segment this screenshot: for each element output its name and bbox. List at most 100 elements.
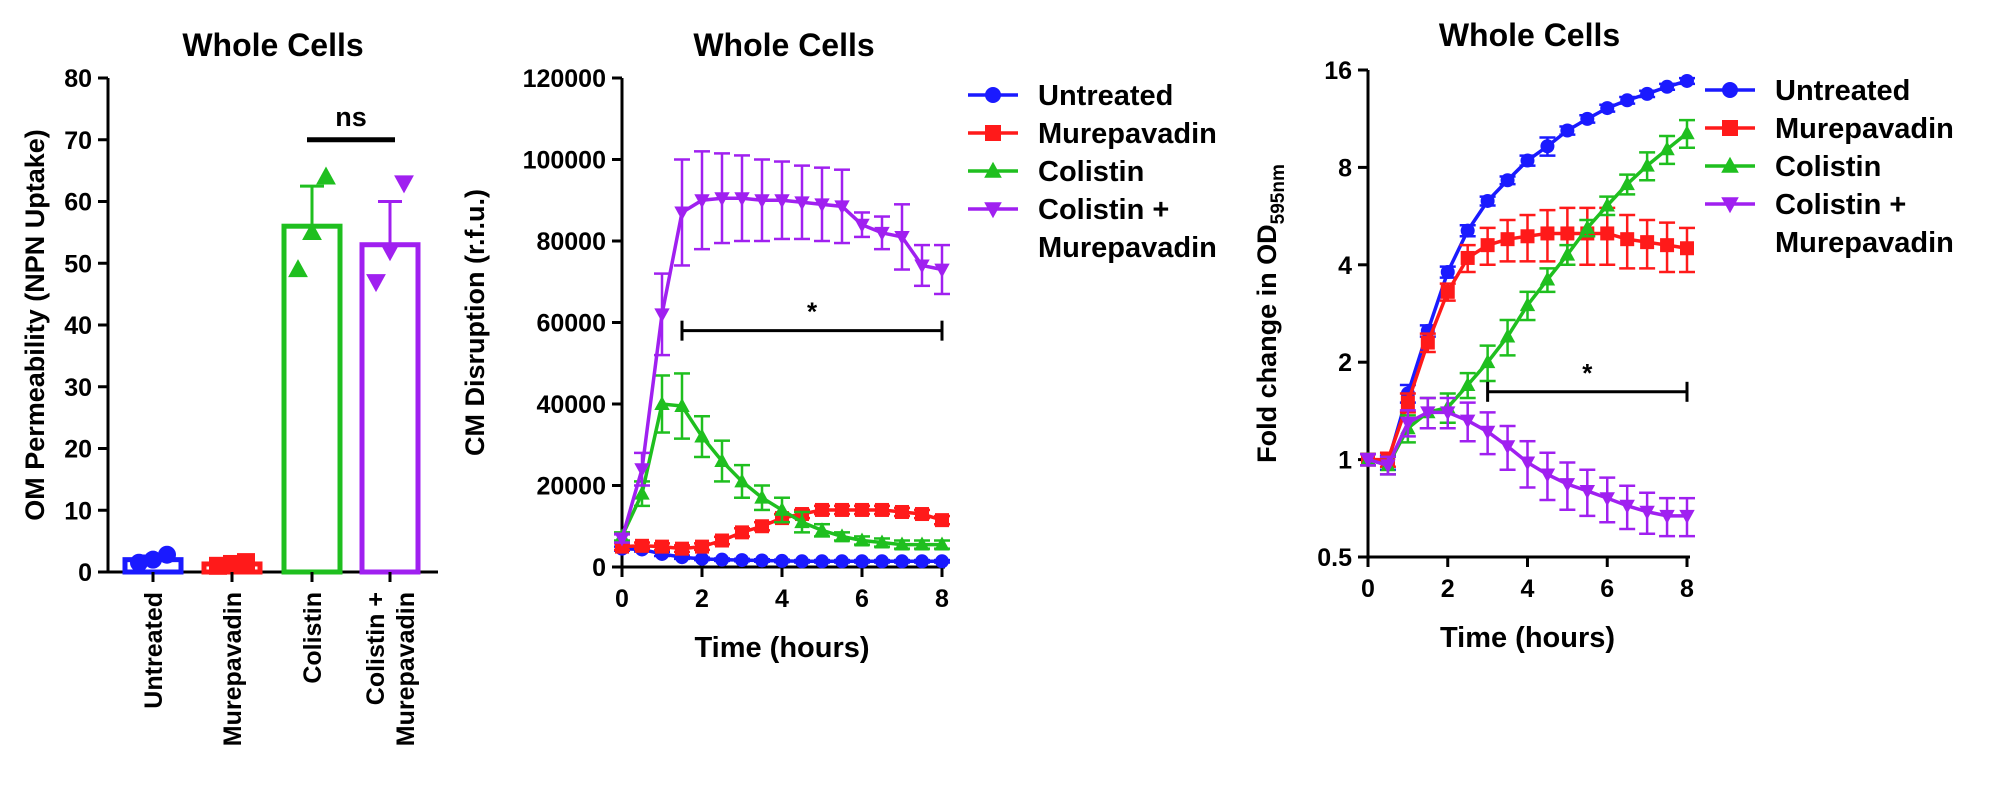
- data-point: [814, 198, 830, 213]
- y-tick-label: 16: [1324, 57, 1352, 85]
- legend-marker: [985, 87, 1001, 103]
- data-point: [1360, 453, 1376, 468]
- data-point: [1559, 478, 1576, 493]
- data-point: [1660, 238, 1675, 253]
- legend-marker: [1722, 82, 1738, 98]
- x-tick-label: Colistin +: [362, 592, 390, 705]
- data-point: [366, 274, 386, 293]
- data-point: [209, 556, 227, 575]
- y-tick-label: 8: [1338, 154, 1352, 182]
- data-point: [144, 550, 162, 569]
- x-tick-label: 2: [1441, 575, 1455, 603]
- data-point: [795, 554, 809, 569]
- om-permeability-bar-chart: Whole Cells 0 10 20 30 40 50 60 70 80 OM Permeabil…: [20, 27, 438, 746]
- data-point: [1420, 406, 1436, 421]
- data-point: [654, 308, 670, 323]
- data-point: [854, 532, 870, 547]
- x-tick-label: Murepavadin: [219, 592, 247, 746]
- data-point: [774, 194, 790, 209]
- data-point: [874, 534, 890, 549]
- data-point: [915, 507, 929, 522]
- y-axis-label: CM Disruption (r.f.u.): [460, 189, 490, 456]
- data-point: [380, 243, 400, 262]
- data-point: [834, 200, 850, 215]
- data-point: [894, 536, 910, 551]
- significance-label: ns: [335, 102, 367, 132]
- data-point: [1460, 250, 1475, 265]
- legend-label: Colistin: [1775, 151, 1881, 183]
- data-point: [288, 259, 308, 278]
- series-3: [1360, 396, 1695, 538]
- x-tick-label: 8: [1680, 575, 1694, 603]
- y-axis-label-subscript: 595nm: [1268, 164, 1289, 224]
- y-tick-label: 100000: [523, 147, 606, 175]
- y-tick-label: 2: [1338, 349, 1352, 377]
- data-point: [755, 553, 769, 568]
- data-point: [935, 513, 949, 528]
- x-tick-label: 0: [615, 585, 629, 613]
- data-point: [302, 222, 322, 241]
- data-point: [695, 551, 709, 566]
- data-point: [1659, 141, 1675, 156]
- data-point: [634, 463, 650, 478]
- y-tick-label: 20000: [536, 473, 606, 501]
- data-point: [1519, 297, 1536, 312]
- data-point: [715, 552, 729, 567]
- data-point: [1400, 416, 1416, 431]
- x-tick-label: 2: [695, 585, 709, 613]
- x-tick-label: 0: [1361, 575, 1375, 603]
- y-tick-label: 80: [64, 65, 92, 93]
- chart-title: Whole Cells: [1439, 17, 1620, 53]
- data-point: [714, 192, 730, 207]
- x-tick-label: Colistin: [299, 592, 327, 684]
- y-tick-label: 30: [64, 374, 92, 402]
- series-line: [620, 196, 943, 539]
- data-point: [1619, 176, 1635, 191]
- x-tick-label: Murepavadin: [392, 592, 420, 746]
- data-point: [834, 528, 850, 543]
- significance-label: *: [1582, 358, 1593, 388]
- data-point: [1480, 238, 1495, 253]
- data-point: [835, 554, 849, 569]
- data-point: [634, 485, 650, 500]
- data-point: [674, 206, 690, 221]
- data-point: [735, 553, 749, 568]
- y-tick-label: 0: [78, 559, 92, 587]
- data-point: [715, 533, 729, 548]
- x-axis-label: Time (hours): [694, 632, 869, 664]
- y-tick-label: 70: [64, 127, 92, 155]
- data-point: [674, 397, 690, 412]
- data-point: [1600, 101, 1615, 116]
- data-point: [914, 259, 930, 274]
- legend-label: Colistin: [1038, 156, 1144, 188]
- data-point: [934, 536, 950, 551]
- data-point: [754, 489, 770, 504]
- data-point: [775, 553, 789, 568]
- y-axis-label-main: Fold change in OD: [1252, 224, 1282, 463]
- data-point: [875, 502, 889, 517]
- data-point: [1440, 284, 1455, 299]
- y-tick-label: 60000: [536, 310, 606, 338]
- data-point: [734, 192, 750, 207]
- data-point: [1380, 459, 1396, 474]
- data-point: [635, 538, 649, 553]
- data-point: [815, 502, 829, 517]
- data-point: [675, 541, 689, 556]
- data-point: [1460, 223, 1475, 238]
- data-point: [1440, 265, 1455, 280]
- data-point: [655, 539, 669, 554]
- data-point: [158, 545, 176, 564]
- data-point: [1679, 509, 1695, 524]
- y-tick-label: 40000: [536, 391, 606, 419]
- data-point: [1659, 509, 1675, 524]
- data-point: [1639, 157, 1655, 172]
- data-point: [854, 218, 870, 233]
- y-tick-label: 1: [1338, 447, 1352, 475]
- data-point: [835, 502, 849, 517]
- legend-label: Untreated: [1775, 75, 1910, 107]
- data-point: [694, 194, 710, 209]
- x-tick-label: 8: [935, 585, 949, 613]
- data-point: [316, 166, 336, 185]
- legend-label: Murepavadin: [1038, 232, 1217, 264]
